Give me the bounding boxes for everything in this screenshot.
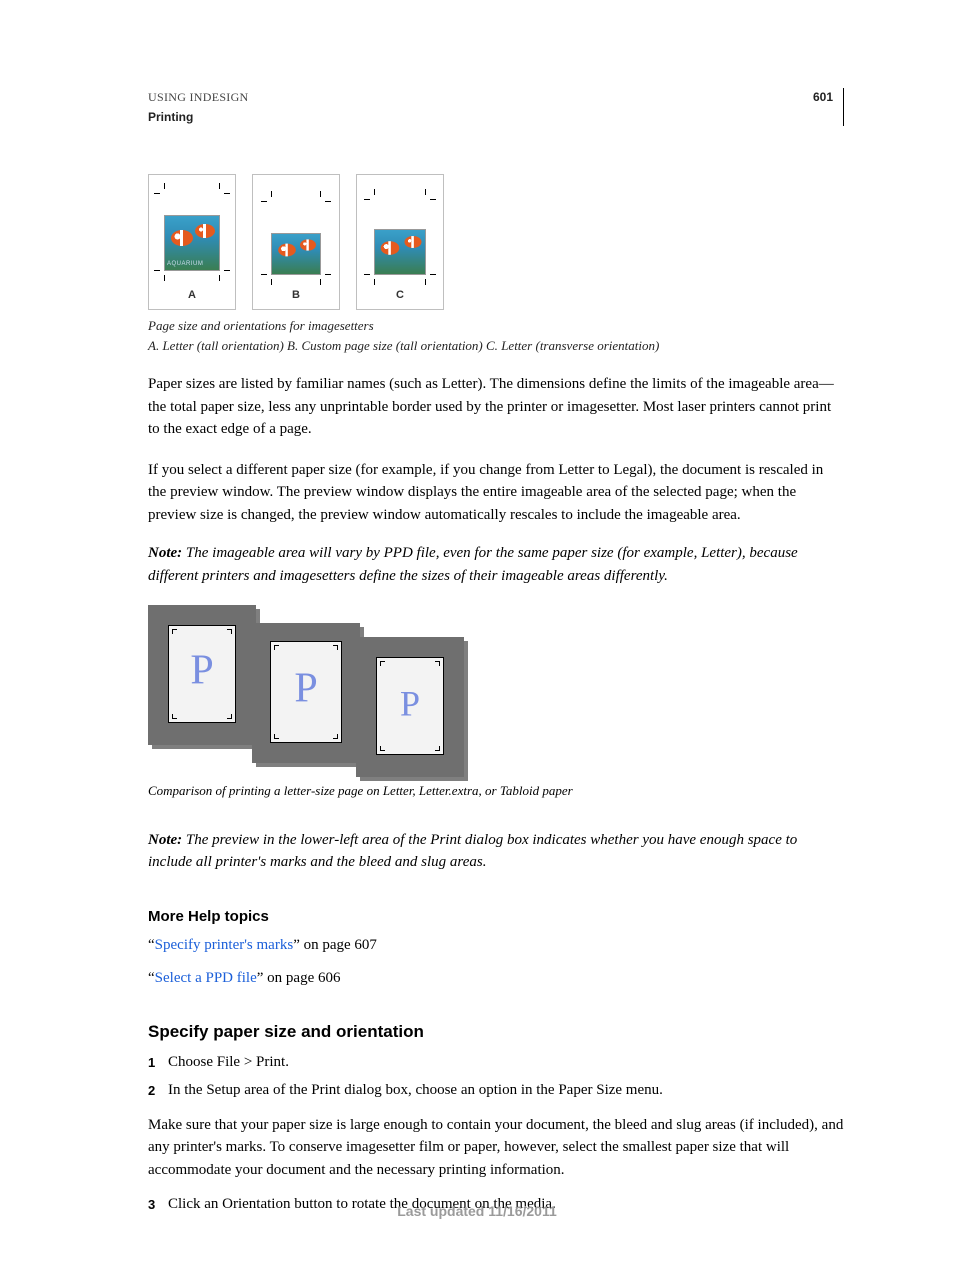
caption-text-b: Custom page size (tall orientation)	[298, 338, 486, 353]
note-label: Note:	[148, 545, 182, 561]
note-label: Note:	[148, 832, 182, 848]
figure-card-c: C	[356, 174, 444, 310]
step-row-2: 2 In the Setup area of the Print dialog …	[148, 1079, 844, 1102]
specify-paragraph: Make sure that your paper size is large …	[148, 1114, 844, 1182]
preview-letter: P	[148, 605, 256, 745]
preview-tabloid: P	[356, 637, 464, 777]
quote-open: “	[148, 937, 155, 953]
page-number: 601	[813, 88, 833, 126]
caption-text-c: Letter (transverse orientation)	[498, 338, 659, 353]
figure-label-b: B	[292, 287, 300, 304]
footer-last-updated: Last updated 11/16/2011	[0, 1201, 954, 1222]
figure-imagesetter-orientations: AQUARIUM A	[148, 174, 844, 310]
note-paragraph-2: Note: The preview in the lower-left area…	[148, 829, 844, 874]
step-number: 1	[148, 1051, 168, 1074]
note-text-1: The imageable area will vary by PPD file…	[148, 545, 798, 584]
body-paragraph-2: If you select a different paper size (fo…	[148, 459, 844, 527]
help-link-printers-marks[interactable]: Specify printer's marks	[155, 937, 294, 953]
header-title: USING INDESIGN	[148, 88, 249, 106]
help-link-line-2: “Select a PPD file” on page 606	[148, 967, 844, 990]
caption-text-a: Letter (tall orientation)	[159, 338, 287, 353]
help-link-line-1: “Specify printer's marks” on page 607	[148, 934, 844, 957]
figure2-caption: Comparison of printing a letter-size pag…	[148, 781, 844, 801]
p-glyph: P	[190, 639, 213, 702]
specify-heading: Specify paper size and orientation	[148, 1019, 844, 1045]
preview-letter-extra: P	[252, 623, 360, 763]
caption-key-c: C.	[486, 338, 498, 353]
help-rest-2: ” on page 606	[257, 970, 341, 986]
note-text-2: The preview in the lower-left area of th…	[148, 832, 797, 871]
more-help-heading: More Help topics	[148, 906, 844, 929]
step-text-2: In the Setup area of the Print dialog bo…	[168, 1079, 844, 1102]
step-number: 2	[148, 1079, 168, 1102]
figure1-caption-keys: A. Letter (tall orientation) B. Custom p…	[148, 336, 844, 356]
quote-open: “	[148, 970, 155, 986]
p-glyph: P	[294, 657, 317, 720]
header-section: Printing	[148, 108, 249, 126]
page-header: USING INDESIGN Printing 601	[148, 88, 844, 126]
p-glyph: P	[400, 676, 420, 730]
note-paragraph-1: Note: The imageable area will vary by PP…	[148, 542, 844, 587]
figure-paper-comparison: P P P	[148, 605, 478, 775]
step-text-1: Choose File > Print.	[168, 1051, 844, 1074]
figure-label-a: A	[188, 287, 196, 304]
figure-card-b: B	[252, 174, 340, 310]
figure1-caption-title: Page size and orientations for imagesett…	[148, 316, 844, 336]
figure-card-a: AQUARIUM A	[148, 174, 236, 310]
body-paragraph-1: Paper sizes are listed by familiar names…	[148, 373, 844, 441]
step-row-1: 1 Choose File > Print.	[148, 1051, 844, 1074]
help-link-ppd-file[interactable]: Select a PPD file	[155, 970, 257, 986]
caption-key-b: B.	[287, 338, 298, 353]
help-rest-1: ” on page 607	[293, 937, 377, 953]
figure-label-c: C	[396, 287, 404, 304]
caption-key-a: A.	[148, 338, 159, 353]
